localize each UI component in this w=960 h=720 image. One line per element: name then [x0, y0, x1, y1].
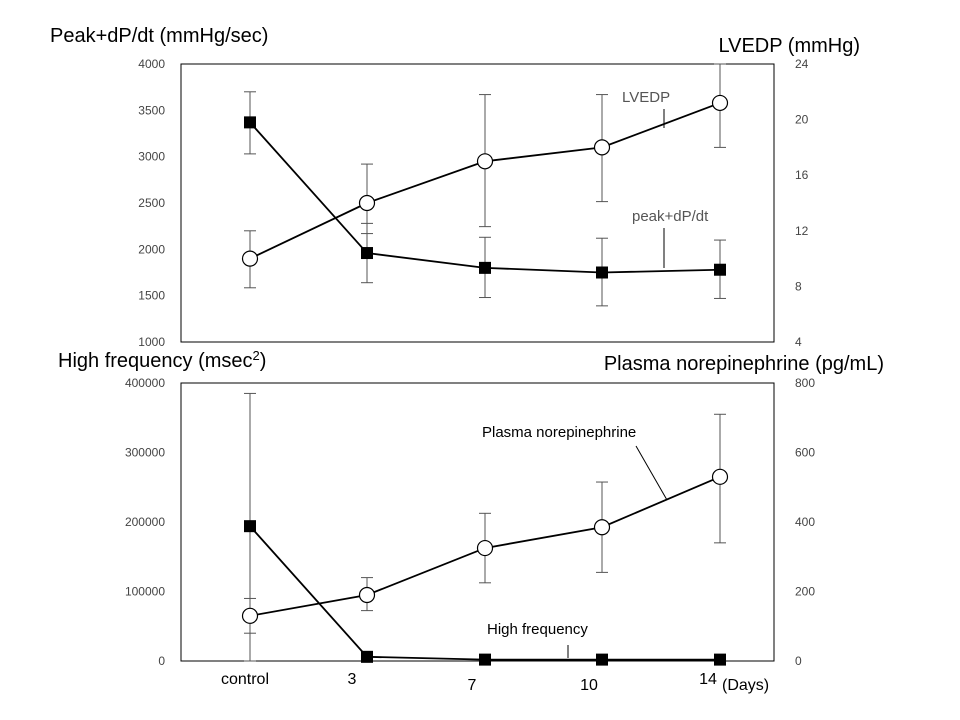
plasma-norepinephrine-point [241, 607, 259, 624]
peak-dp-dt-point [714, 263, 726, 276]
bottom-right-axis-title: Plasma norepinephrine (pg/mL) [604, 353, 884, 375]
bottom-left-axis-title-close: ) [260, 350, 267, 372]
top-left-tick-label: 3000 [138, 150, 165, 164]
top-tick-labels: 4000 3500 3000 2500 2000 1500 1000 24 20 16 12 8 4 [138, 57, 808, 349]
norepinephrine-annotation-leader [635, 445, 668, 501]
plasma-norepinephrine-point [358, 586, 376, 604]
top-left-tick-label: 1500 [138, 289, 165, 303]
bottom-plot-frame [180, 382, 775, 662]
top-right-tick-label: 20 [795, 113, 809, 127]
peak-dp-dt-point [479, 261, 491, 274]
top-left-tick-label: 1000 [138, 335, 165, 349]
top-left-tick-label: 3500 [138, 103, 165, 117]
top-left-tick-label: 2000 [138, 242, 165, 256]
high-frequency-point [244, 520, 256, 533]
lvedp-point [476, 153, 494, 170]
bottom-left-tick-label: 200000 [125, 515, 165, 529]
x-tick-label-10: 10 [580, 677, 598, 694]
high-frequency-annotation: High frequency [487, 621, 588, 638]
x-tick-label-7: 7 [468, 677, 477, 694]
top-right-axis-title: LVEDP (mmHg) [718, 35, 860, 57]
lvedp-point [358, 194, 376, 212]
bottom-left-tick-label: 300000 [125, 446, 165, 460]
peak-dp-dt-point [244, 116, 256, 129]
top-right-tick-label: 24 [795, 57, 809, 71]
plasma-norepinephrine-point [711, 468, 729, 485]
top-series-marks [241, 63, 729, 307]
bottom-left-tick-label: 400000 [125, 376, 165, 390]
top-right-tick-label: 16 [795, 168, 809, 182]
x-tick-label-14: 14 [699, 671, 717, 688]
high-frequency-point [361, 650, 373, 663]
peak-dpdt-annotation: peak+dP/dt [632, 208, 709, 225]
bottom-tick-labels: 400000 300000 200000 100000 0 800 600 400 200 0 [125, 376, 815, 668]
top-left-tick-label: 4000 [138, 57, 165, 71]
top-plot-frame [180, 63, 775, 343]
lvedp-point [241, 250, 259, 267]
high-frequency-point [596, 653, 608, 666]
bottom-series-marks [241, 392, 729, 666]
top-left-axis-title: Peak+dP/dt (mmHg/sec) [50, 25, 268, 47]
bottom-left-axis-title-main: High frequency (msec [58, 350, 253, 372]
plasma-norepinephrine-point [593, 519, 611, 536]
bottom-right-tick-label: 600 [795, 446, 815, 460]
top-right-tick-label: 4 [795, 335, 802, 349]
lvedp-point [593, 139, 611, 156]
top-right-tick-label: 12 [795, 224, 809, 238]
bottom-right-tick-label: 200 [795, 585, 815, 599]
peak-dp-dt-point [361, 247, 373, 260]
bottom-left-tick-label: 0 [158, 654, 165, 668]
bottom-left-axis-title: High frequency (msec2) [58, 348, 266, 372]
x-axis-unit-label: (Days) [722, 677, 769, 694]
bottom-right-tick-label: 0 [795, 654, 802, 668]
lvedp-annotation: LVEDP [622, 89, 670, 106]
lvedp-point [711, 94, 729, 112]
x-tick-label-control: control [221, 671, 269, 688]
high-frequency-point [479, 653, 491, 666]
norepinephrine-annotation: Plasma norepinephrine [482, 424, 636, 441]
bottom-left-axis-title-superscript: 2 [253, 348, 260, 363]
top-right-tick-label: 8 [795, 279, 802, 293]
bottom-left-tick-label: 100000 [125, 585, 165, 599]
peak-dp-dt-point [596, 266, 608, 279]
x-tick-label-3: 3 [348, 671, 357, 688]
bottom-right-tick-label: 400 [795, 515, 815, 529]
bottom-right-tick-label: 800 [795, 376, 815, 390]
plasma-norepinephrine-point [476, 539, 494, 557]
top-left-tick-label: 2500 [138, 196, 165, 210]
high-frequency-point [714, 653, 726, 666]
